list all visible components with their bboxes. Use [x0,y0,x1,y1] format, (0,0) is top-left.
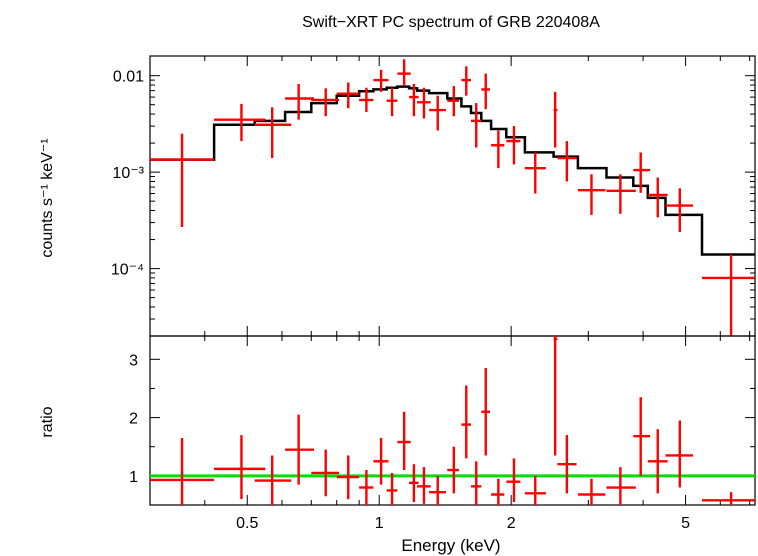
x-axis-label: Energy (keV) [401,536,500,555]
y-tick-label: 0.01 [113,69,144,86]
ratio-tick-label: 2 [129,411,138,428]
spectrum-panel: 0.01 10⁻³ 10⁻⁴ [111,55,756,337]
x-tick-label: 5 [681,515,690,532]
ratio-tick-label: 1 [129,469,138,486]
ratio-tick-label: 3 [129,352,138,369]
x-tick-label: 2 [507,515,516,532]
chart-title: Swift−XRT PC spectrum of GRB 220408A [302,14,600,31]
bottom-panel-frame [149,335,756,506]
y-axis-label-top: counts s⁻¹ keV⁻¹ [39,138,56,257]
ratio-panel: 0.5 1 2 5 1 2 3 [129,335,756,532]
y-axis-label-bottom: ratio [39,406,56,437]
y-tick-label: 10⁻³ [112,165,144,182]
x-tick-label: 0.5 [236,515,258,532]
x-tick-label: 1 [375,515,384,532]
y-tick-label: 10⁻⁴ [111,262,144,279]
